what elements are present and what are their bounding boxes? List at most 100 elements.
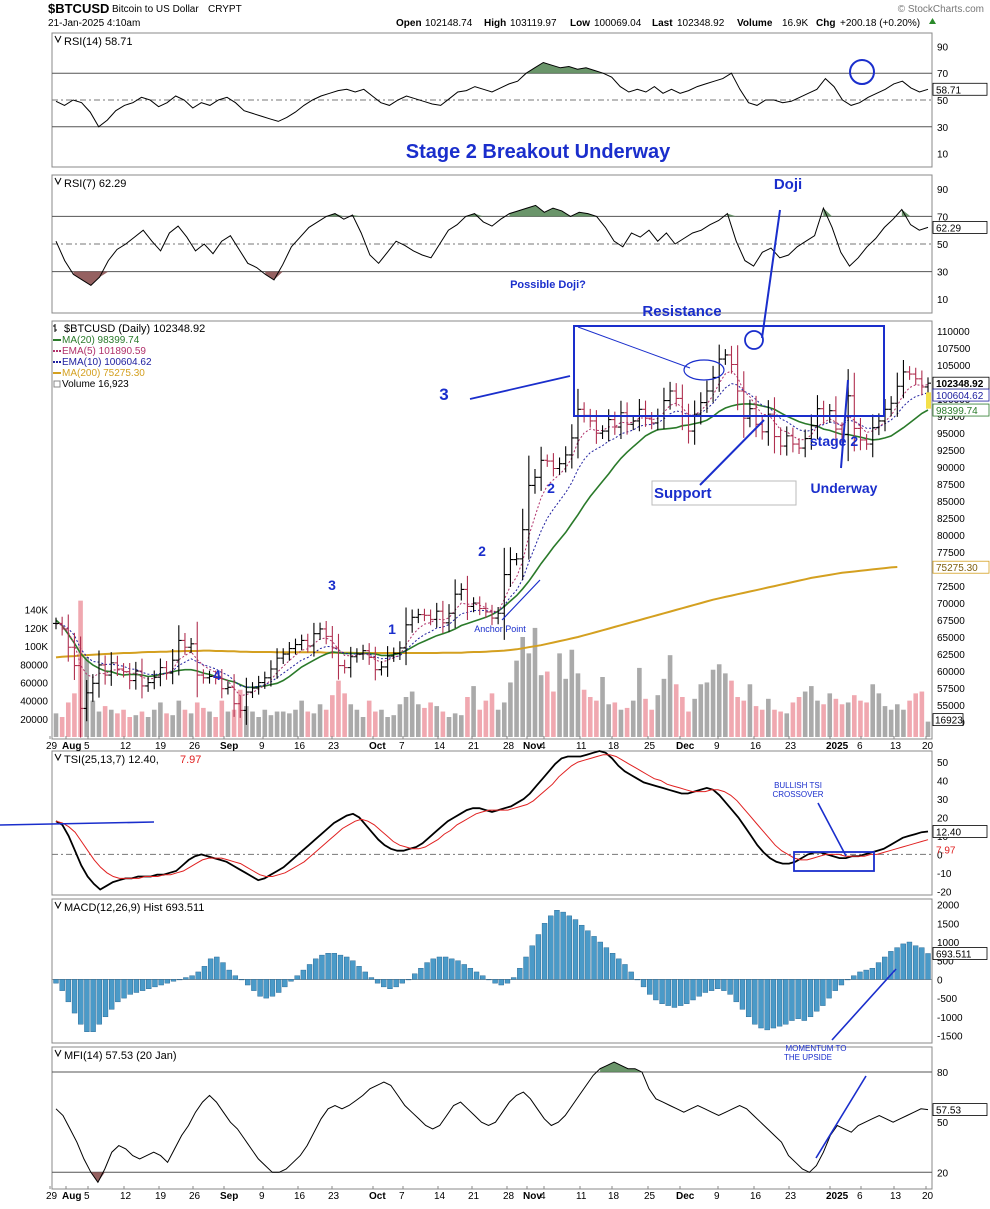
price-bar: [132, 661, 139, 690]
volume-tick: 20000: [20, 715, 48, 726]
macd-hist-bar: [560, 911, 566, 980]
macd-hist-bar: [671, 979, 678, 1008]
price-bar: [918, 370, 925, 396]
price-bar: [231, 674, 238, 717]
x-axis-mfi-label: 6: [857, 1191, 863, 1202]
volume-bar: [716, 664, 722, 737]
volume-bar: [612, 702, 618, 737]
volume-bar: [667, 655, 673, 737]
stage2-underway-line2: Underway: [811, 480, 878, 496]
volume-bar: [323, 709, 329, 737]
macd-hist-bar: [195, 971, 201, 980]
price-bar: [759, 416, 766, 440]
volume-bar: [839, 704, 845, 737]
x-axis-price-label: 12: [120, 741, 132, 752]
volume-bar: [686, 711, 691, 737]
volume-bar: [416, 704, 421, 737]
volume-bar: [336, 680, 341, 737]
price-bar: [894, 372, 901, 417]
legend-entry: Volume 16,923: [62, 379, 129, 390]
x-axis-mfi-label: 26: [189, 1191, 201, 1202]
price-bar: [507, 547, 514, 587]
volume-bar: [907, 700, 912, 737]
macd-hist-bar: [412, 973, 418, 980]
price-bar: [304, 633, 311, 653]
price-bar: [108, 652, 115, 686]
price-bar: [746, 399, 753, 428]
macd-hist-bar: [251, 979, 257, 991]
tsi-tick-20: 20: [937, 813, 949, 824]
volume-bar: [151, 709, 157, 737]
doji-circle: [744, 330, 764, 350]
up-arrow-icon: [929, 18, 936, 24]
macd-hist-bar: [541, 923, 548, 980]
price-bar: [630, 415, 637, 431]
macd-last-label-text: 693.511: [936, 949, 972, 960]
ohlc-icon: [53, 324, 57, 332]
x-axis-mfi-label: 28: [503, 1191, 515, 1202]
price-bar: [310, 622, 317, 657]
macd-tick-1500: 1500: [937, 919, 960, 930]
open-value: 102148.74: [425, 18, 473, 29]
watermark: © StockCharts.com: [898, 4, 984, 15]
price-bar: [421, 608, 428, 622]
price-bar: [495, 607, 502, 625]
rsi7-tick-90: 90: [937, 185, 949, 196]
macd-hist-bar: [108, 979, 115, 1010]
volume-bar: [164, 713, 169, 737]
price-bar: [691, 400, 698, 445]
tsi-line: [55, 750, 929, 891]
macd-hist-bar: [869, 967, 876, 980]
price-bar: [403, 607, 410, 666]
macd-hist-bar: [572, 919, 579, 980]
macd-hist-bar: [919, 947, 925, 980]
volume-bar: [262, 709, 268, 737]
macd-hist-bar: [164, 979, 170, 984]
macd-tick--500: -500: [937, 994, 957, 1005]
rsi14-line: [55, 61, 929, 128]
price-bar: [353, 648, 360, 663]
volume-bar: [784, 713, 790, 737]
macd-hist-bar: [232, 975, 239, 980]
macd-hist-bar: [238, 979, 245, 981]
price-title: $BTCUSD (Daily) 102348.92: [64, 323, 205, 335]
volume-bar: [594, 700, 599, 737]
volume-bar: [477, 709, 483, 737]
x-axis-price-label: 25: [644, 741, 656, 752]
macd-hist-bar: [263, 979, 269, 999]
volume-bar: [729, 680, 734, 737]
stage2-title: Stage 2 Breakout Underway: [406, 141, 671, 163]
price-bar: [114, 655, 121, 677]
price-bar: [476, 596, 483, 616]
macd-hist-bar: [127, 979, 133, 995]
price-bar: [452, 579, 459, 629]
price-bar: [722, 349, 729, 365]
tsi-signal-last-label: 7.97: [936, 846, 956, 857]
volume-tick: 40000: [20, 697, 48, 708]
price-bar: [181, 632, 188, 655]
price-bar: [771, 397, 778, 454]
price-tick-60000: 60000: [937, 667, 965, 678]
volume-bar: [379, 709, 384, 737]
macd-hist-bar: [752, 979, 758, 1025]
macd-hist-bar: [715, 979, 721, 989]
volume-bar: [544, 671, 550, 737]
volume-bar: [864, 702, 869, 737]
possible-doji-pointer: [577, 326, 691, 369]
macd-hist-bar: [306, 964, 313, 980]
price-bar: [59, 616, 66, 636]
volume-bar: [256, 717, 261, 737]
price-bar: [169, 649, 176, 685]
rsi14-last-label-text: 58.71: [936, 85, 961, 96]
x-axis-price-label: Dec: [676, 741, 695, 752]
annotations-layer: Stage 2 Breakout Underway Doji Possible Do…: [0, 59, 897, 1159]
legend-swatch-volume: [53, 380, 61, 388]
price-bar: [384, 646, 391, 677]
macd-hist-bar: [207, 958, 214, 980]
price-bar: [482, 602, 489, 618]
macd-hist-bar: [498, 979, 504, 986]
volume-bar: [428, 702, 433, 737]
price-bar: [175, 625, 182, 676]
volume-bar: [440, 711, 446, 737]
rsi14-last-label: 58.71: [932, 82, 988, 96]
